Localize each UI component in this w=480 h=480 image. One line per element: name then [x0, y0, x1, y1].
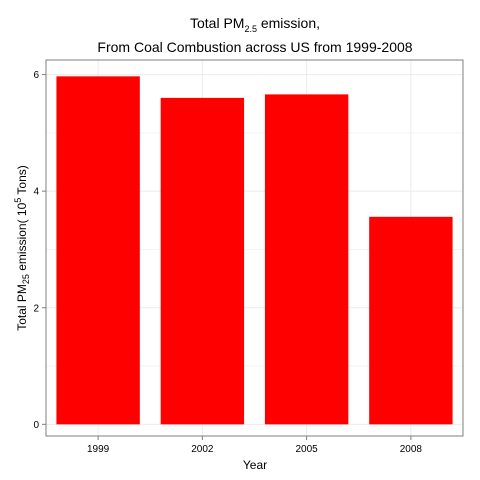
bars-group — [56, 76, 453, 425]
panel-border — [45, 59, 464, 437]
bar-2005 — [264, 94, 349, 425]
bar-2002 — [160, 97, 245, 425]
y-tick-label: 2 — [33, 303, 39, 314]
y-tick-label: 4 — [33, 187, 39, 198]
x-tick-label: 2002 — [191, 444, 214, 455]
x-tick-label: 1999 — [87, 444, 110, 455]
x-axis-label: Year — [243, 458, 267, 472]
y-axis-ticks: 0 2 4 6 — [33, 70, 46, 431]
y-tick-label: 0 — [33, 420, 39, 431]
y-axis-label: Total PM25 emission( 105 Tons) — [13, 165, 31, 331]
x-tick-label: 2008 — [400, 444, 423, 455]
y-tick-label: 6 — [33, 70, 39, 81]
chart-title-line1: Total PM2.5 emission, — [190, 15, 320, 34]
x-tick-label: 2005 — [296, 444, 319, 455]
x-axis-ticks: 1999 2002 2005 2008 — [87, 436, 422, 455]
bar-1999 — [56, 76, 140, 425]
chart-title-line2: From Coal Combustion across US from 1999… — [97, 39, 412, 55]
bar-2008 — [369, 216, 453, 425]
